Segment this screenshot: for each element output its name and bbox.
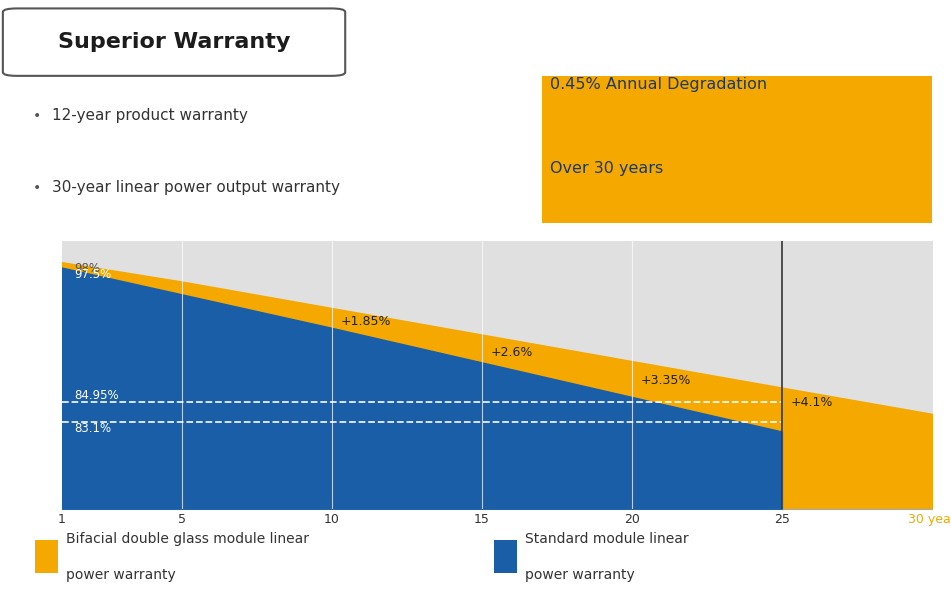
Text: Superior Warranty: Superior Warranty [58,32,290,52]
Text: +2.6%: +2.6% [491,346,534,359]
Text: Standard module linear: Standard module linear [525,532,689,546]
Text: +1.85%: +1.85% [340,315,392,327]
Text: 97.5%: 97.5% [74,267,111,281]
Text: 0.45% Annual Degradation: 0.45% Annual Degradation [550,77,767,92]
Text: +3.35%: +3.35% [641,374,691,386]
Text: 30-year linear power output warranty: 30-year linear power output warranty [52,181,340,195]
Text: Bifacial double glass module linear: Bifacial double glass module linear [67,532,309,546]
Text: 12-year product warranty: 12-year product warranty [52,108,248,123]
Text: power warranty: power warranty [67,568,176,582]
Text: power warranty: power warranty [525,568,634,582]
Bar [494,539,516,573]
Text: •: • [33,181,42,195]
Text: 84.95%: 84.95% [74,389,119,402]
Text: +4.1%: +4.1% [791,396,833,409]
FancyBboxPatch shape [3,8,345,76]
Bar [35,539,58,573]
Text: Over 30 years: Over 30 years [550,161,663,176]
Text: 98%: 98% [74,262,100,275]
Text: 83.1%: 83.1% [74,422,111,435]
Text: •: • [33,108,42,123]
FancyBboxPatch shape [542,76,932,223]
